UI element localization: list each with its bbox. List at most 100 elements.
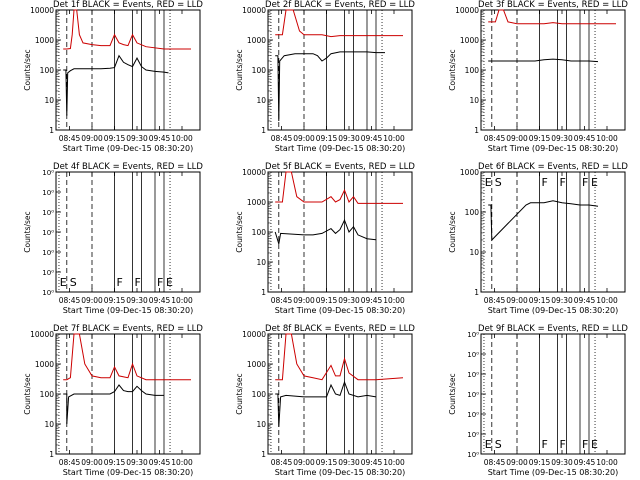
y-tick-label: 1 — [474, 288, 479, 297]
y-tick-label: 10⁰ — [467, 331, 479, 339]
x-tick-label: 09:45 — [361, 296, 383, 305]
panel-title: Det 3f BLACK = Events, RED = LLD — [478, 0, 628, 10]
y-tick-label: 10⁰ — [467, 411, 479, 419]
x-axis-label: Start Time (09-Dec-15 08:30:20) — [488, 144, 619, 153]
marker-f: F — [542, 176, 548, 189]
x-tick-label: 09:15 — [529, 134, 551, 143]
x-axis-label: Start Time (09-Dec-15 08:30:20) — [488, 468, 619, 477]
x-tick-label: 10:00 — [383, 296, 405, 305]
x-tick-label: 09:00 — [293, 296, 315, 305]
y-tick-label: 100 — [252, 390, 267, 399]
x-tick-label: 09:45 — [574, 296, 596, 305]
events-line — [275, 380, 377, 427]
panel-title: Det 7f BLACK = Events, RED = LLD — [53, 324, 203, 334]
x-tick-label: 09:45 — [149, 296, 171, 305]
x-tick-label: 09:30 — [338, 458, 360, 467]
y-tick-label: 10⁰ — [42, 229, 54, 237]
y-axis-label: Counts/sec — [235, 211, 244, 252]
x-axis-label: Start Time (09-Dec-15 08:30:20) — [63, 468, 194, 477]
y-tick-label: 1000 — [247, 360, 266, 369]
x-tick-label: 09:00 — [293, 458, 315, 467]
x-tick-label: 09:45 — [149, 458, 171, 467]
y-tick-label: 10000 — [242, 6, 266, 15]
x-tick-label: 09:15 — [316, 134, 338, 143]
y-tick-label: 10 — [469, 248, 479, 257]
x-axis-label: Start Time (09-Dec-15 08:30:20) — [488, 306, 619, 315]
x-tick-label: 10:00 — [596, 296, 618, 305]
y-axis-label: Counts/sec — [23, 49, 32, 90]
x-tick-label: 09:15 — [529, 296, 551, 305]
x-axis-label: Start Time (09-Dec-15 08:30:20) — [275, 144, 406, 153]
y-tick-label: 100 — [252, 228, 267, 237]
y-tick-label: 10⁰ — [467, 451, 479, 459]
x-tick-label: 09:30 — [338, 296, 360, 305]
y-axis-label: Counts/sec — [448, 49, 457, 90]
x-tick-label: 09:15 — [104, 296, 126, 305]
y-tick-label: 1000 — [247, 198, 266, 207]
y-axis-label: Counts/sec — [23, 373, 32, 414]
plot-frame — [480, 171, 626, 293]
x-tick-label: 10:00 — [383, 134, 405, 143]
plot-frame — [480, 333, 626, 455]
y-tick-label: 1000 — [247, 36, 266, 45]
x-tick-label: 08:45 — [59, 296, 81, 305]
y-axis-label: Counts/sec — [448, 211, 457, 252]
lld-line — [275, 171, 403, 204]
panel-title: Det 6f BLACK = Events, RED = LLD — [478, 162, 628, 172]
y-tick-label: 10⁰ — [467, 391, 479, 399]
y-axis-label: Counts/sec — [235, 373, 244, 414]
lld-line — [275, 9, 403, 38]
lld-line — [275, 333, 404, 381]
x-tick-label: 08:45 — [59, 458, 81, 467]
x-tick-label: 08:45 — [484, 458, 506, 467]
x-tick-label: 09:30 — [126, 458, 148, 467]
x-tick-label: 09:00 — [81, 458, 103, 467]
lld-line — [63, 333, 191, 381]
x-tick-label: 09:00 — [506, 458, 528, 467]
x-tick-label: 09:15 — [316, 458, 338, 467]
y-tick-label: 100 — [40, 66, 55, 75]
x-tick-label: 09:00 — [506, 134, 528, 143]
y-tick-label: 1 — [49, 126, 54, 135]
x-tick-label: 10:00 — [383, 458, 405, 467]
x-axis-label: Start Time (09-Dec-15 08:30:20) — [275, 468, 406, 477]
y-tick-label: 10⁰ — [467, 431, 479, 439]
marker-e: E — [591, 176, 598, 189]
y-tick-label: 10 — [256, 258, 266, 267]
x-tick-label: 09:15 — [104, 458, 126, 467]
y-axis-label: Counts/sec — [235, 49, 244, 90]
y-tick-label: 1 — [261, 288, 266, 297]
x-tick-label: 09:45 — [574, 134, 596, 143]
x-tick-label: 10:00 — [171, 458, 193, 467]
x-tick-label: 09:45 — [149, 134, 171, 143]
x-tick-label: 09:00 — [81, 134, 103, 143]
lld-line — [63, 9, 191, 50]
x-tick-label: 08:45 — [271, 458, 293, 467]
y-tick-label: 10⁰ — [467, 371, 479, 379]
y-tick-label: 1 — [261, 450, 266, 459]
events-line — [274, 218, 377, 245]
x-tick-label: 09:15 — [529, 458, 551, 467]
y-tick-label: 10 — [44, 96, 54, 105]
marker-e: E — [60, 276, 67, 289]
lld-line — [488, 9, 616, 25]
y-tick-label: 1 — [261, 126, 266, 135]
y-axis-label: Counts/sec — [448, 373, 457, 414]
y-tick-label: 10 — [256, 96, 266, 105]
y-tick-label: 100 — [252, 66, 267, 75]
marker-f: F — [560, 438, 566, 451]
marker-f: F — [117, 276, 123, 289]
x-tick-label: 09:15 — [104, 134, 126, 143]
marker-e: E — [591, 438, 598, 451]
x-tick-label: 09:45 — [361, 458, 383, 467]
x-tick-label: 08:45 — [484, 134, 506, 143]
events-line — [63, 384, 164, 425]
events-line — [63, 54, 169, 116]
x-tick-label: 09:45 — [361, 134, 383, 143]
